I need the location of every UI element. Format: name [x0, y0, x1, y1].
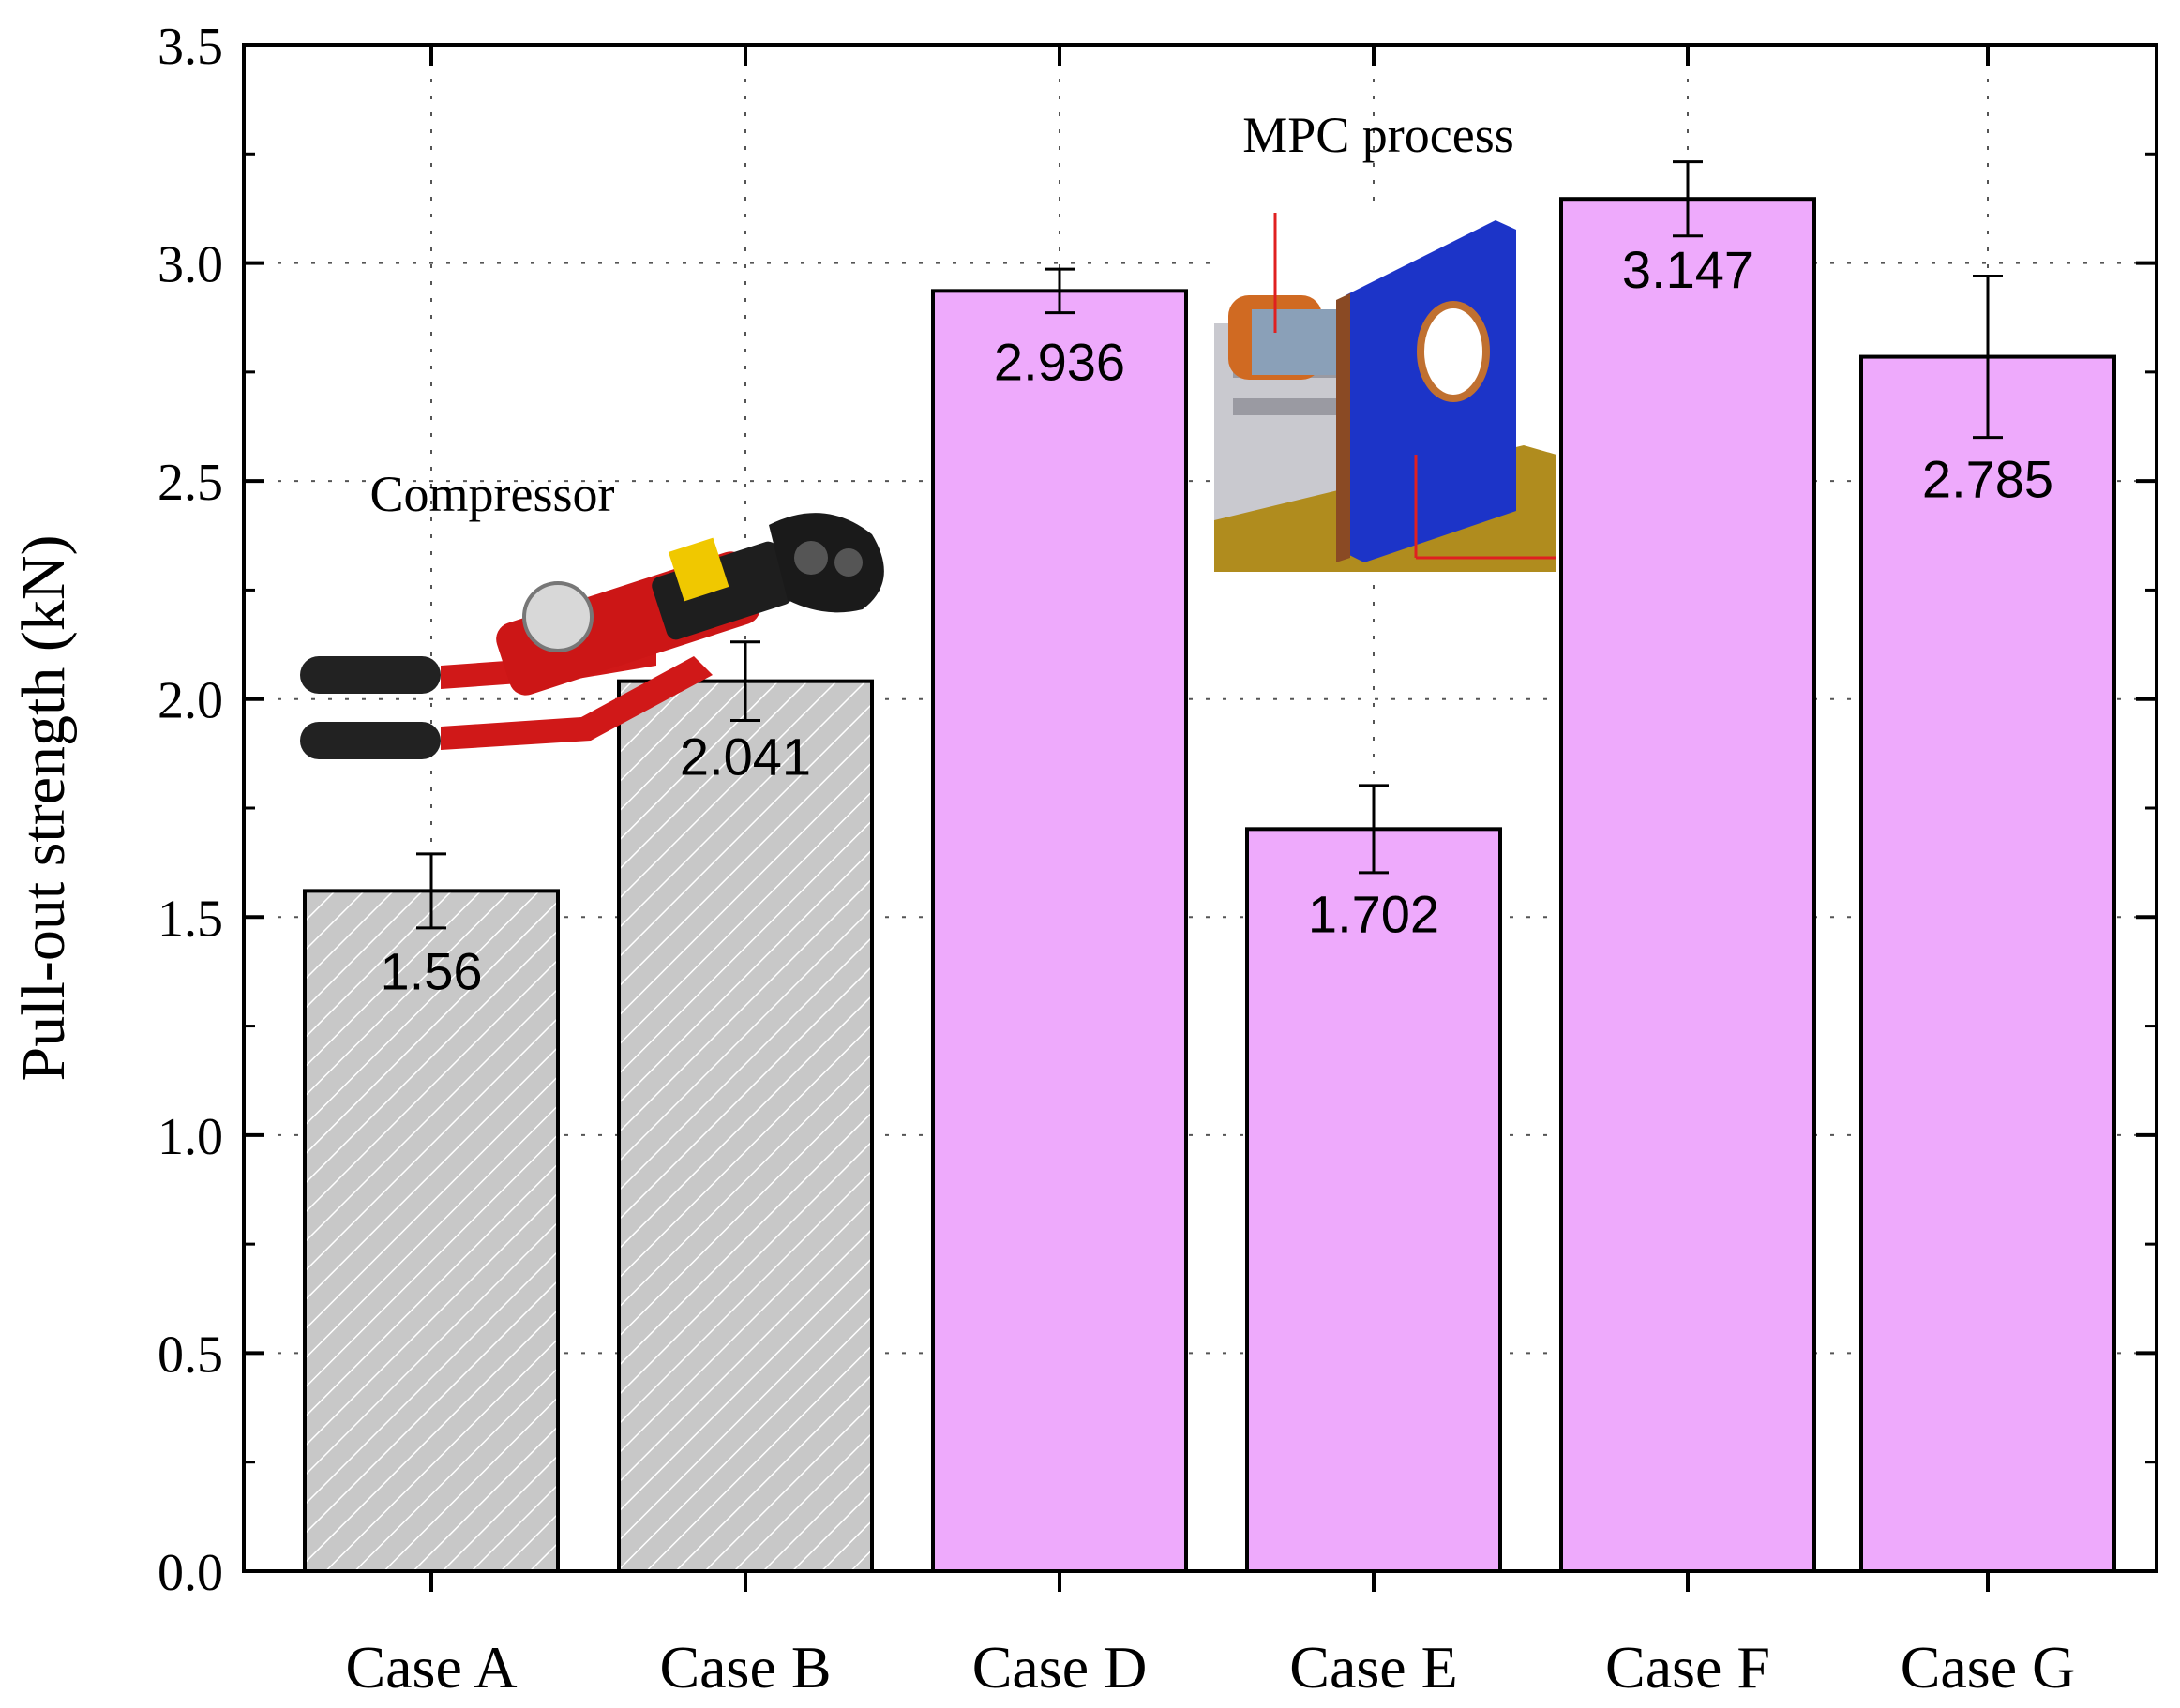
- bar-value-label: 3.147: [1622, 240, 1753, 299]
- mpc-machine-render-image: [1214, 211, 1556, 572]
- value-labels: 1.56 2.041 2.936 1.702 3.147 2.785: [381, 240, 2054, 1000]
- bar: [1559, 197, 1816, 1573]
- error-bars: [416, 160, 2003, 930]
- y-tick-label: 1.5: [158, 890, 223, 948]
- y-tick-label: 3.5: [158, 18, 223, 76]
- plot-background: [244, 45, 2157, 1571]
- bar: [1859, 354, 2116, 1573]
- x-category-label: Case B: [659, 1634, 831, 1701]
- compressor-annotation: Compressor: [370, 466, 615, 522]
- y-tick-label: 0.5: [158, 1326, 223, 1384]
- y-tick-label: 3.0: [158, 236, 223, 294]
- bar-value-label: 2.041: [680, 727, 811, 787]
- x-category-label: Case D: [972, 1634, 1148, 1701]
- bars: [303, 197, 2116, 1573]
- y-tick-label: 2.0: [158, 672, 223, 730]
- mpc-process-annotation: MPC process: [1242, 107, 1514, 163]
- x-category-label: Case A: [345, 1634, 517, 1701]
- x-category-label: Case F: [1605, 1634, 1770, 1701]
- bar-value-label: 1.702: [1308, 884, 1439, 943]
- bar: [1245, 827, 1502, 1573]
- x-category-label: Case G: [1901, 1634, 2076, 1701]
- y-tick-label: 1.0: [158, 1108, 223, 1166]
- y-tick-label: 0.0: [158, 1544, 223, 1602]
- y-tick-label: 2.5: [158, 454, 223, 512]
- axes: 0.0 0.5 1.0 1.5 2.0 2.5 3.0 3.5 Case A Case B Case…: [158, 18, 2157, 1701]
- bar-value-label: 1.56: [381, 941, 483, 1000]
- bar: [617, 679, 874, 1573]
- bar: [931, 289, 1188, 1573]
- bar-value-label: 2.936: [994, 332, 1125, 391]
- hydraulic-crimper-image: [300, 513, 884, 759]
- x-category-label: Case E: [1289, 1634, 1458, 1701]
- y-axis-title: Pull-out strength (kN): [9, 535, 78, 1082]
- bar-value-label: 2.785: [1922, 450, 2053, 509]
